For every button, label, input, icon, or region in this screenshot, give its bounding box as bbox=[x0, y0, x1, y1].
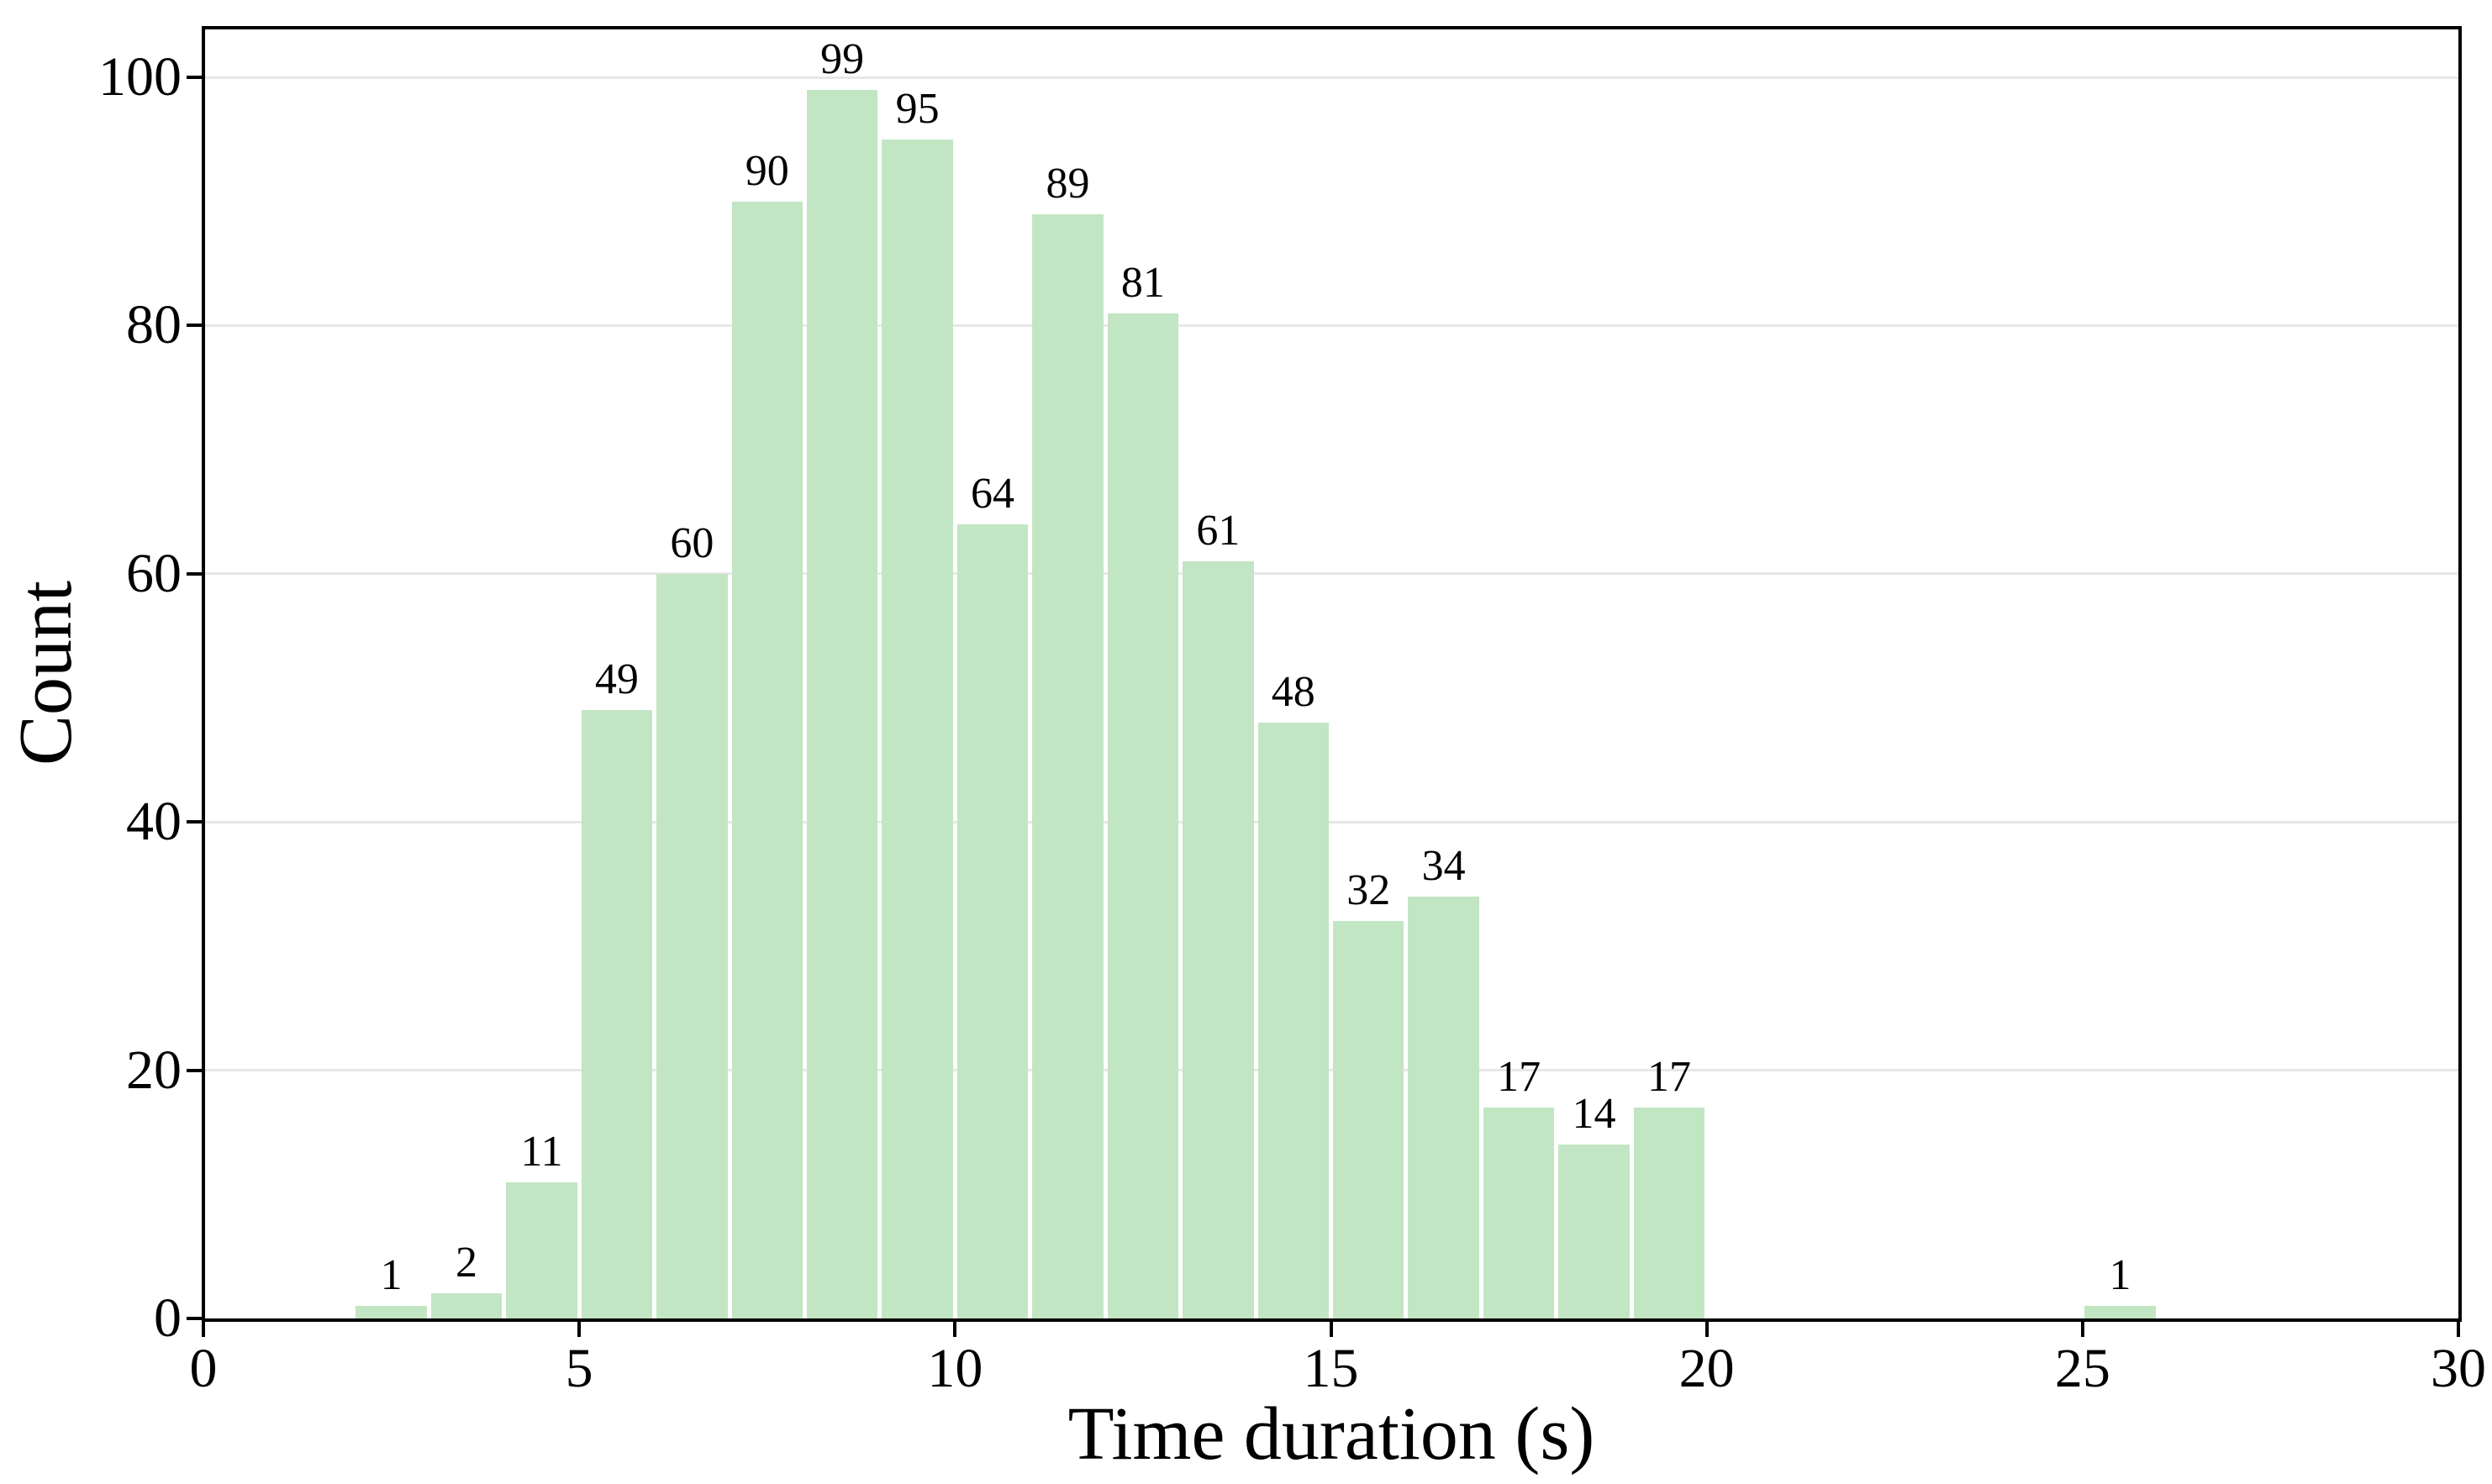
y-axis-tick bbox=[187, 1317, 203, 1320]
bar-value-label: 32 bbox=[1346, 866, 1391, 914]
histogram-bar bbox=[1107, 313, 1179, 1318]
y-axis-tick-label: 40 bbox=[126, 791, 182, 853]
histogram-bar bbox=[1333, 921, 1404, 1318]
bar-value-label: 11 bbox=[520, 1128, 563, 1176]
gridline-y-20 bbox=[205, 1069, 2458, 1072]
bar-value-label: 14 bbox=[1572, 1090, 1616, 1138]
histogram-bar bbox=[581, 710, 653, 1318]
y-axis-tick bbox=[187, 324, 203, 328]
histogram-bar bbox=[2084, 1306, 2156, 1318]
bar-value-label: 64 bbox=[971, 470, 1015, 518]
bar-value-label: 49 bbox=[594, 655, 639, 703]
histogram-bar bbox=[356, 1306, 427, 1318]
bar-value-label: 1 bbox=[380, 1251, 403, 1299]
x-axis-tick-label: 25 bbox=[2054, 1338, 2110, 1399]
x-axis-tick-label: 20 bbox=[1678, 1338, 1735, 1399]
y-axis-label: Count bbox=[4, 580, 87, 766]
y-axis-tick-label: 100 bbox=[98, 46, 182, 108]
bar-value-label: 1 bbox=[2109, 1251, 2131, 1299]
y-axis-tick-label: 60 bbox=[126, 542, 182, 604]
x-axis-tick bbox=[2457, 1320, 2460, 1337]
y-axis-tick-label: 80 bbox=[126, 294, 182, 356]
histogram-bar bbox=[1257, 723, 1329, 1318]
histogram-bar bbox=[1408, 897, 1479, 1318]
x-axis-tick bbox=[953, 1320, 957, 1337]
histogram-bar bbox=[1633, 1108, 1705, 1318]
x-axis-tick-label: 30 bbox=[2431, 1338, 2486, 1399]
bar-value-label: 81 bbox=[1120, 259, 1165, 307]
histogram-bar bbox=[956, 524, 1029, 1318]
bar-value-label: 60 bbox=[670, 519, 714, 567]
y-axis-tick-label: 20 bbox=[126, 1039, 182, 1101]
x-axis-tick bbox=[1704, 1320, 1709, 1337]
histogram-bar bbox=[656, 574, 728, 1318]
x-axis-tick-label: 10 bbox=[927, 1338, 983, 1399]
bar-value-label: 61 bbox=[1196, 507, 1241, 555]
plot-area: 1 2 11 49 60 90 99 95 64 89 81 61 48 32 34 17 14 17 1 bbox=[202, 26, 2462, 1322]
x-axis-tick bbox=[577, 1320, 582, 1337]
histogram-bar bbox=[882, 139, 953, 1318]
x-axis-tick bbox=[202, 1320, 205, 1337]
histogram-bar bbox=[1183, 561, 1254, 1318]
histogram-bar bbox=[430, 1293, 503, 1318]
bar-value-label: 90 bbox=[745, 147, 789, 195]
y-axis-tick bbox=[187, 820, 203, 824]
histogram-bar bbox=[1483, 1108, 1555, 1318]
bar-value-label: 17 bbox=[1646, 1053, 1691, 1101]
bar-value-label: 2 bbox=[456, 1239, 478, 1287]
bar-value-label: 99 bbox=[820, 35, 865, 83]
x-axis-label: Time duration (s) bbox=[1067, 1392, 1595, 1476]
histogram-bar bbox=[731, 202, 803, 1318]
gridline-y-100 bbox=[205, 76, 2458, 79]
x-axis-tick bbox=[2080, 1320, 2084, 1337]
bar-value-label: 48 bbox=[1271, 668, 1315, 716]
x-axis-tick bbox=[1329, 1320, 1333, 1337]
y-axis-tick-label: 0 bbox=[154, 1287, 182, 1349]
bar-value-label: 34 bbox=[1421, 842, 1466, 890]
bar-value-label: 95 bbox=[895, 85, 940, 133]
y-axis-tick bbox=[187, 571, 203, 576]
x-axis-tick-label: 0 bbox=[189, 1338, 218, 1399]
gridline-y-80 bbox=[205, 324, 2458, 327]
y-axis-tick bbox=[187, 76, 203, 80]
histogram-bar bbox=[506, 1182, 577, 1318]
gridline-y-40 bbox=[205, 820, 2458, 824]
histogram-bar bbox=[1032, 214, 1104, 1318]
y-axis-tick bbox=[187, 1068, 203, 1072]
x-axis-tick-label: 5 bbox=[565, 1338, 593, 1399]
x-axis-tick-label: 15 bbox=[1303, 1338, 1359, 1399]
bar-value-label: 17 bbox=[1497, 1053, 1541, 1101]
histogram-bar bbox=[806, 90, 878, 1318]
histogram-bar bbox=[1558, 1145, 1630, 1318]
gridline-y-60 bbox=[205, 572, 2458, 576]
bar-value-label: 89 bbox=[1046, 160, 1090, 208]
